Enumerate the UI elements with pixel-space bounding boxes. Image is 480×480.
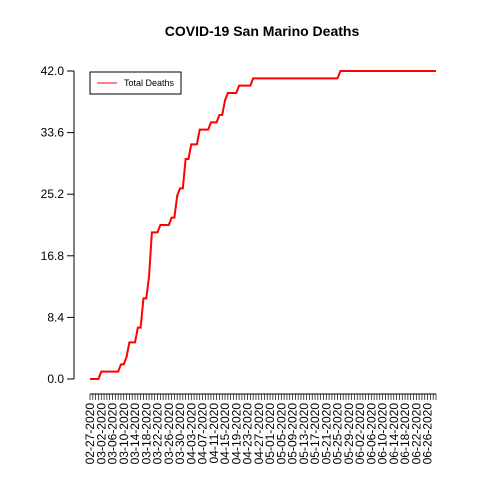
x-tick-label: 03-10-2020 [117, 403, 131, 465]
x-tick-label: 05-05-2020 [274, 403, 288, 465]
x-tick-label: 03-18-2020 [139, 403, 153, 465]
x-tick-label: 05-29-2020 [342, 403, 356, 465]
x-tick-label: 06-14-2020 [387, 403, 401, 465]
x-tick-label: 06-06-2020 [364, 403, 378, 465]
x-tick-label: 05-25-2020 [331, 403, 345, 465]
y-tick-label: 8.4 [47, 310, 64, 324]
legend-box [89, 71, 182, 95]
x-tick-label: 03-30-2020 [173, 403, 187, 465]
x-tick-label: 02-27-2020 [83, 403, 97, 465]
y-tick-label: 0.0 [47, 372, 64, 386]
chart-title: COVID-19 San Marino Deaths [165, 23, 360, 39]
x-tick-label: 05-21-2020 [319, 403, 333, 465]
x-tick-label: 04-03-2020 [184, 403, 198, 465]
x-tick-label: 05-01-2020 [263, 403, 277, 465]
x-tick-label: 06-18-2020 [398, 403, 412, 465]
x-tick-label: 04-19-2020 [229, 403, 243, 465]
y-tick-label: 16.8 [41, 249, 65, 263]
x-tick-label: 05-09-2020 [286, 403, 300, 465]
x-tick-label: 04-23-2020 [241, 403, 255, 465]
y-axis: 0.0 8.4 16.8 25.2 33.6 42.0 [41, 64, 75, 386]
x-tick-label: 04-07-2020 [196, 403, 210, 465]
x-tick-label: 03-14-2020 [128, 403, 142, 465]
x-tick-label: 06-10-2020 [376, 403, 390, 465]
x-tick-label: 06-26-2020 [421, 403, 435, 465]
x-axis: 02-27-202003-02-202003-06-202003-10-2020… [83, 393, 437, 465]
x-tick-label: 03-26-2020 [162, 403, 176, 465]
x-tick-label: 05-17-2020 [308, 403, 322, 465]
x-tick-label: 06-22-2020 [409, 403, 423, 465]
y-tick-label: 25.2 [41, 187, 65, 201]
x-tick-label: 06-02-2020 [353, 403, 367, 465]
x-tick-label: 03-06-2020 [106, 403, 120, 465]
x-tick-label: 05-13-2020 [297, 403, 311, 465]
x-tick-label: 04-27-2020 [252, 403, 266, 465]
x-tick-label: 03-02-2020 [94, 403, 108, 465]
series-line-total-deaths [90, 70, 436, 380]
legend: Total Deaths [89, 71, 182, 95]
legend-label-total-deaths: Total Deaths [124, 78, 175, 88]
y-tick-label: 33.6 [41, 126, 65, 140]
y-tick-label: 42.0 [41, 64, 65, 78]
series-layer [90, 70, 436, 380]
x-tick-label: 04-15-2020 [218, 403, 232, 465]
x-tick-label: 04-11-2020 [207, 403, 221, 464]
x-tick-label: 03-22-2020 [151, 403, 165, 465]
